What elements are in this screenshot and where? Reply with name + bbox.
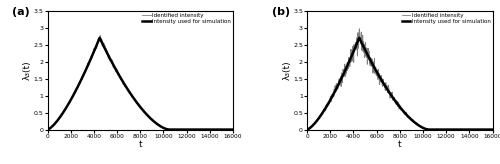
Identified intensity [484,129,490,131]
Intensity used for simulation [484,129,490,131]
Identified intensity [97,34,103,36]
Identified intensity [304,129,310,131]
Intensity used for simulation [230,129,236,131]
Intensity used for simulation [394,103,400,105]
Intensity used for simulation [54,120,60,122]
Line: Intensity used for simulation: Intensity used for simulation [48,38,233,130]
Identified intensity [130,96,136,98]
Intensity used for simulation [450,129,456,131]
Intensity used for simulation [356,37,362,39]
Identified intensity [394,100,400,102]
Identified intensity [484,129,490,131]
Identified intensity [314,120,320,122]
Intensity used for simulation [96,37,102,39]
Identified intensity [490,129,496,131]
Identified intensity [230,129,236,131]
Identified intensity [356,28,362,30]
Line: Intensity used for simulation: Intensity used for simulation [307,38,492,130]
Intensity used for simulation [224,129,230,131]
Identified intensity [224,129,230,131]
Intensity used for simulation [135,103,141,105]
X-axis label: t: t [138,140,142,149]
Intensity used for simulation [304,129,310,131]
Identified intensity [390,96,396,98]
Intensity used for simulation [490,129,496,131]
Text: (a): (a) [12,7,30,17]
Intensity used for simulation [484,129,490,131]
Identified intensity [190,129,196,131]
Intensity used for simulation [44,129,51,131]
Legend: Identified intensity, Intensity used for simulation: Identified intensity, Intensity used for… [142,13,232,25]
Line: Identified intensity: Identified intensity [307,29,492,130]
Identified intensity [44,129,51,131]
Intensity used for simulation [390,96,396,98]
Intensity used for simulation [314,120,320,122]
Y-axis label: λ₃(t): λ₃(t) [23,61,32,80]
Identified intensity [135,103,141,105]
X-axis label: t: t [398,140,402,149]
Legend: Identified intensity, Intensity used for simulation: Identified intensity, Intensity used for… [402,13,492,25]
Identified intensity [54,120,60,122]
Y-axis label: λ₃(t): λ₃(t) [282,61,292,80]
Identified intensity [224,129,230,131]
Text: (b): (b) [272,7,290,17]
Intensity used for simulation [190,129,196,131]
Line: Identified intensity: Identified intensity [48,35,233,130]
Intensity used for simulation [224,129,230,131]
Identified intensity [450,129,456,131]
Intensity used for simulation [130,96,136,98]
